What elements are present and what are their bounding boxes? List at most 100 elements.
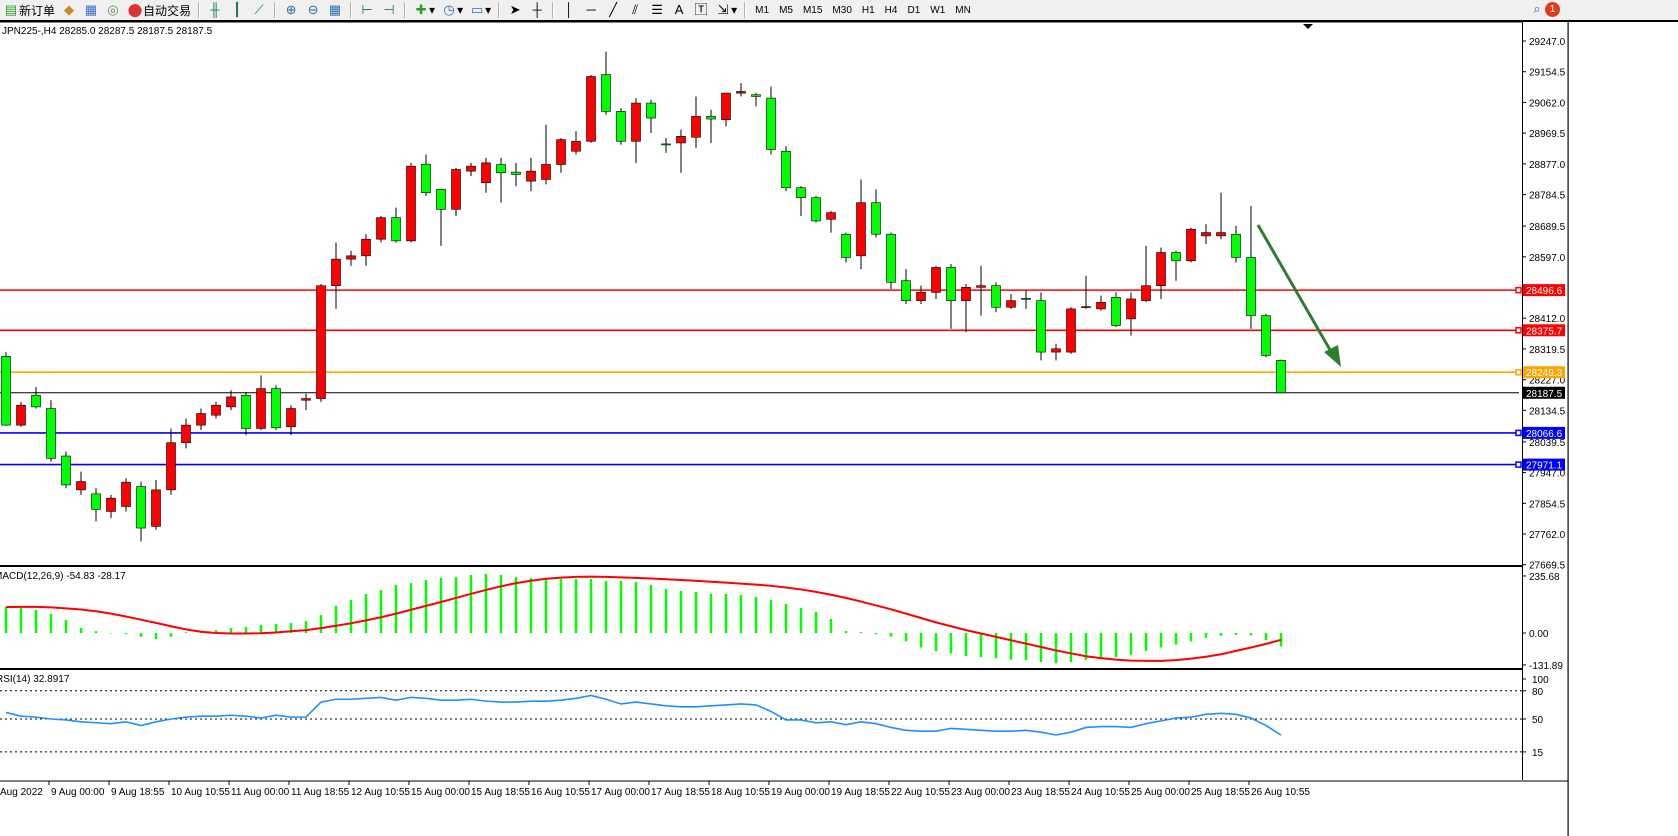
timeframe-m30[interactable]: M30 (832, 4, 852, 16)
bar-chart-button[interactable]: ╫ (204, 1, 226, 19)
price-tick-label: 28039.5 (1529, 438, 1566, 449)
candle (886, 232, 896, 290)
candle-body (376, 217, 386, 240)
timeframe-mn[interactable]: MN (955, 4, 971, 16)
candle (1216, 192, 1226, 240)
candle-body (466, 165, 476, 172)
cursor-button[interactable]: ➤ (504, 1, 526, 19)
timeframe-w1[interactable]: W1 (930, 4, 946, 16)
candle (691, 96, 701, 148)
time-axis-label: 16 Aug 10:55 (531, 787, 590, 798)
crosshair-button[interactable]: ┼ (526, 1, 548, 19)
candle (121, 478, 131, 512)
timeframe-h4[interactable]: H4 (884, 4, 898, 16)
time-axis-label: 11 Aug 00:00 (231, 787, 290, 798)
candle-body (1156, 252, 1166, 286)
tile-windows-button[interactable]: ▦ (324, 1, 346, 19)
templates-button[interactable]: ▭ ▾ (470, 2, 492, 17)
price-level-value: 28187.5 (1526, 389, 1563, 400)
macd-label: MACD(12,26,9) -54.83 -28.17 (0, 571, 126, 582)
arrows-button[interactable]: ⇲ ▾ (712, 1, 740, 19)
text-label-button[interactable]: 🅃 (690, 1, 712, 19)
price-level-tag (1523, 366, 1565, 379)
price-tick-label: 29247.0 (1529, 37, 1566, 48)
search-icon[interactable]: ⌕ (1533, 1, 1541, 16)
candle-body (886, 233, 896, 283)
price-tick-label: 27762.0 (1529, 530, 1566, 541)
candle-body (16, 404, 26, 426)
candle-body (1, 356, 11, 426)
candle-body (961, 287, 971, 301)
auto-scroll-button[interactable]: ⊢ (356, 1, 378, 19)
text-button[interactable]: A (668, 1, 690, 19)
new-order-button[interactable]: ▤ 新订单 (0, 1, 58, 19)
time-axis-label: 25 Aug 18:55 (1191, 787, 1250, 798)
candle-body (211, 404, 221, 416)
zoom-out-button[interactable]: ⊖ (302, 1, 324, 19)
candle-body (586, 76, 596, 142)
candle-body (826, 212, 836, 220)
market-watch-button[interactable]: ▦ (80, 1, 102, 19)
templates-icon: ▭ (470, 2, 484, 17)
trendline-button[interactable]: ╱ (602, 1, 624, 19)
periods-button[interactable]: ◷ ▾ (438, 1, 466, 19)
candle (1171, 250, 1181, 281)
candle (601, 51, 611, 115)
time-axis-label: 11 Aug 18:55 (291, 787, 350, 798)
candle (991, 282, 1001, 313)
rsi-tick-label: 100 (1532, 675, 1549, 686)
candle (931, 265, 941, 299)
zoom-out-icon: ⊖ (307, 2, 319, 17)
toolbar-divider (744, 2, 747, 18)
signal-button[interactable]: ◎ (102, 1, 124, 19)
candle-body (811, 197, 821, 222)
fibonacci-button[interactable]: ☰ (646, 1, 668, 19)
time-axis-label: 10 Aug 10:55 (171, 787, 230, 798)
price-tick-label: 28319.5 (1529, 345, 1566, 356)
vertical-line-button[interactable]: │ (558, 1, 580, 19)
candle (451, 167, 461, 216)
equidistant-channel-button[interactable]: ⫽ (624, 1, 646, 19)
candle (1261, 313, 1271, 358)
time-axis-label: 24 Aug 10:55 (1071, 787, 1130, 798)
candle (796, 186, 806, 216)
candle-body (76, 481, 86, 491)
candle (556, 137, 566, 173)
timeframe-d1[interactable]: D1 (907, 4, 921, 16)
zoom-in-button[interactable]: ⊕ (280, 1, 302, 19)
candle-body (1276, 360, 1286, 394)
candle (496, 157, 506, 203)
timeframe-h1[interactable]: H1 (861, 4, 875, 16)
notification-badge[interactable]: 1 (1545, 1, 1560, 17)
candle (1246, 206, 1256, 329)
line-chart-button[interactable]: ⟋ (248, 1, 270, 19)
candle (1096, 295, 1106, 311)
chart-shift-button[interactable]: ⊣ (378, 1, 400, 19)
price-axis (1522, 22, 1569, 780)
candle (91, 488, 101, 522)
candle (661, 137, 671, 153)
timeframe-m1[interactable]: M1 (755, 4, 770, 16)
candle-body (736, 91, 746, 94)
candle-body (31, 394, 41, 408)
candle-body (841, 233, 851, 258)
auto-trade-button[interactable]: ⬤ 自动交易 (124, 1, 194, 19)
chart-shift-marker (1303, 24, 1313, 29)
timeframe-m15[interactable]: M15 (802, 4, 823, 16)
candle (976, 265, 986, 316)
candle-body (46, 408, 56, 459)
indicators-button[interactable]: ✚ ▾ (410, 1, 438, 19)
level-handle (1515, 461, 1522, 468)
candle (766, 86, 776, 155)
horizontal-line-button[interactable]: ─ (580, 1, 602, 19)
candle-body (166, 442, 176, 491)
timeframe-m5[interactable]: M5 (779, 4, 793, 16)
history-button[interactable]: ◆ (58, 1, 80, 19)
price-tick-label: 28412.0 (1529, 314, 1566, 325)
candle-body (631, 102, 641, 142)
zoom-in-icon: ⊕ (285, 2, 297, 17)
time-axis-label: 18 Aug 10:55 (711, 787, 770, 798)
time-axis-label: 23 Aug 18:55 (1011, 787, 1070, 798)
candlestick-button[interactable]: ┃ (226, 1, 248, 19)
